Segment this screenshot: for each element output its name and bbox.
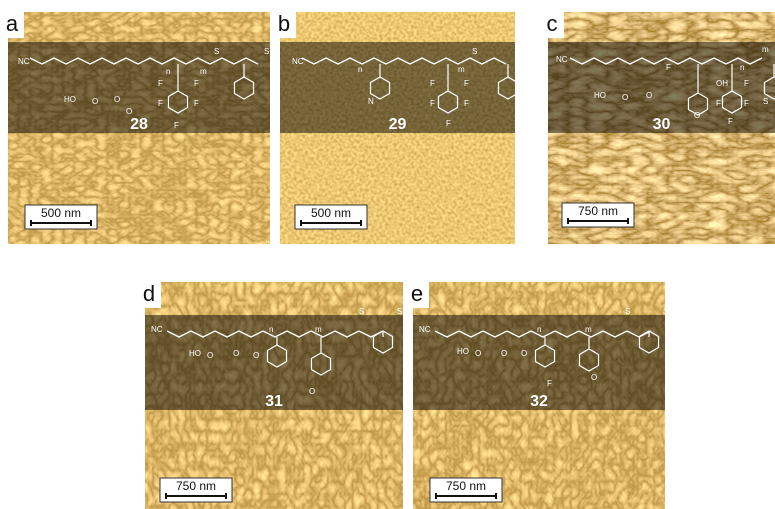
atom-label: F: [547, 379, 552, 388]
panel: NC HO O O O F On m S S 32 e 750 nm: [405, 281, 668, 509]
atom-label: OH: [716, 79, 728, 88]
atom-label: F: [194, 99, 199, 108]
atom-label: O: [475, 349, 481, 358]
atom-label: O: [92, 97, 98, 106]
atom-label: F: [744, 79, 749, 88]
atom-label: F: [716, 99, 721, 108]
atom-label: F: [446, 119, 451, 128]
compound-number: 28: [130, 116, 148, 133]
panel-letter: e: [411, 281, 423, 306]
atom-label: HO: [594, 91, 606, 100]
atom-label: O: [591, 373, 597, 382]
panel: NCHOOOOOHFFFFFnmS30c750 nm: [540, 11, 775, 244]
atom-label: F: [464, 99, 469, 108]
atom-label: O: [646, 91, 652, 100]
panel-letter: d: [143, 281, 155, 306]
atom-label: O: [622, 93, 628, 102]
atom-label: S: [359, 307, 364, 316]
atom-label: O: [253, 351, 259, 360]
atom-label: F: [744, 99, 749, 108]
panel: NC HO O O O On m S S 31 d 750 nm: [137, 281, 403, 509]
atom-label: O: [694, 111, 700, 120]
compound-number: 31: [265, 393, 283, 410]
atom-label: S: [763, 97, 768, 106]
atom-label: S: [516, 47, 521, 56]
atom-label: S: [214, 47, 219, 56]
atom-label: HO: [189, 349, 201, 358]
atom-label: F: [158, 99, 163, 108]
atom-label: n: [166, 67, 170, 76]
atom-label: F: [728, 117, 733, 126]
atom-label: O: [501, 349, 507, 358]
atom-label: m: [585, 325, 592, 334]
scale-label: 500 nm: [41, 206, 81, 220]
atom-label: F: [194, 79, 199, 88]
atom-label: HO: [64, 95, 76, 104]
atom-label: m: [458, 65, 465, 74]
atom-label: m: [315, 325, 322, 334]
figure: NCHOOOOFFFFFnmSS28a500 nmNCNFFFFFnmSS29b…: [0, 0, 775, 509]
atom-label: n: [269, 325, 273, 334]
atom-label: NC: [292, 57, 304, 66]
atom-label: S: [264, 47, 269, 56]
atom-label: O: [207, 351, 213, 360]
compound-number: 32: [530, 393, 548, 410]
atom-label: S: [397, 307, 402, 316]
atom-label: m: [200, 67, 207, 76]
compound-number: 29: [389, 116, 407, 133]
atom-label: NC: [18, 57, 30, 66]
atom-label: NC: [556, 55, 568, 64]
atom-label: n: [740, 63, 744, 72]
atom-label: F: [464, 79, 469, 88]
atom-label: NC: [151, 325, 163, 334]
atom-label: S: [625, 307, 630, 316]
atom-label: O: [114, 95, 120, 104]
atom-label: F: [430, 99, 435, 108]
atom-label: O: [309, 387, 315, 396]
atom-label: F: [666, 63, 671, 72]
panel-letter: a: [6, 11, 19, 36]
page: NCHOOOOFFFFFnmSS28a500 nmNCNFFFFFnmSS29b…: [0, 0, 775, 509]
atom-label: m: [762, 45, 769, 54]
panel-letter: b: [278, 11, 290, 36]
scale-label: 750 nm: [446, 479, 486, 493]
panel-letter: c: [547, 11, 558, 36]
scale-label: 500 nm: [311, 206, 351, 220]
atom-label: NC: [419, 325, 431, 334]
atom-label: O: [126, 107, 132, 116]
atom-label: N: [368, 97, 374, 106]
atom-label: O: [521, 349, 527, 358]
atom-label: n: [537, 325, 541, 334]
atom-label: F: [430, 79, 435, 88]
atom-label: S: [472, 47, 477, 56]
scale-label: 750 nm: [176, 479, 216, 493]
atom-label: O: [233, 349, 239, 358]
compound-number: 30: [653, 116, 671, 133]
atom-label: S: [663, 307, 668, 316]
atom-label: F: [174, 121, 179, 130]
atom-label: n: [358, 65, 362, 74]
atom-label: HO: [457, 347, 469, 356]
scale-label: 750 nm: [578, 204, 618, 218]
atom-label: F: [158, 79, 163, 88]
